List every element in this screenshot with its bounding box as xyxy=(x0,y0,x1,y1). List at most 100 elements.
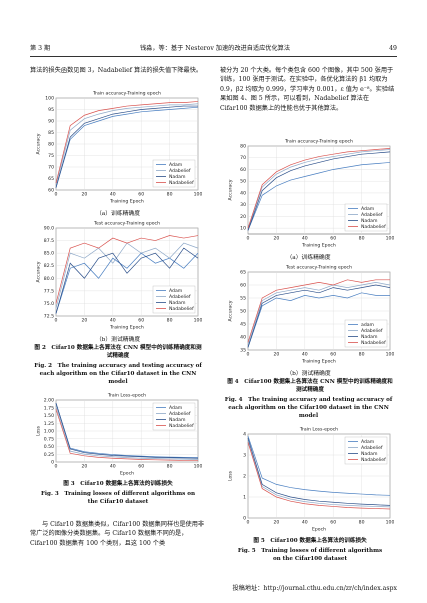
x-tick-label: 80 xyxy=(167,192,173,198)
x-axis-label: Training Epoch xyxy=(109,325,144,331)
x-tick-label: 100 xyxy=(194,318,202,324)
y-axis-label: Accuracy xyxy=(36,133,42,154)
series-line xyxy=(247,438,391,506)
y-tick-label: 75.0 xyxy=(44,301,54,307)
series-line xyxy=(55,101,199,184)
legend-label: Adam xyxy=(169,288,183,294)
y-tick-label: 35 xyxy=(240,348,246,354)
y-tick-label: 70 xyxy=(48,165,54,171)
series-line xyxy=(55,406,199,460)
y-tick-label: 65 xyxy=(48,176,54,182)
y-tick-label: 50 xyxy=(240,309,246,315)
x-tick-label: 0 xyxy=(55,464,58,470)
caption-cn: 图 5 Cifar100 数据集上各算法的训练损失 xyxy=(253,538,367,544)
x-tick-label: 100 xyxy=(386,236,394,242)
x-tick-label: 0 xyxy=(55,192,58,198)
series-line xyxy=(247,148,391,229)
chart-title: Test accuracy-Training epoch xyxy=(93,221,160,227)
caption-en: Fig. 5 Training losses of different algo… xyxy=(237,548,383,562)
series-line xyxy=(247,279,390,343)
legend-label: Nadam xyxy=(361,451,378,457)
chart-title: Test accuracy-Training epoch xyxy=(285,265,352,271)
chart: Test accuracy-Training epoch 35 40 45 50 55 60… xyxy=(228,265,395,365)
y-tick-label: 0 xyxy=(51,460,54,466)
y-tick-label: 1.00 xyxy=(44,429,54,435)
x-tick-label: 0 xyxy=(247,352,250,358)
x-tick-label: 100 xyxy=(386,352,394,358)
y-tick-label: 82.5 xyxy=(44,263,54,269)
x-axis-label: Training Epoch xyxy=(301,359,336,365)
x-tick-label: 80 xyxy=(167,464,173,470)
x-tick-label: 80 xyxy=(359,352,365,358)
x-tick-label: 40 xyxy=(302,352,308,358)
x-tick-label: 20 xyxy=(273,352,279,358)
series-line xyxy=(55,105,198,188)
y-tick-label: 0.50 xyxy=(44,444,54,450)
series-line xyxy=(247,149,391,230)
y-tick-label: 30 xyxy=(240,202,246,208)
y-tick-label: 90.0 xyxy=(44,226,54,232)
chart: Train Loss-epoch00.250.500.751.001.251.5… xyxy=(36,393,203,477)
legend-label: Adam xyxy=(169,405,183,411)
y-tick-label: 0.75 xyxy=(44,436,54,442)
y-axis-label: Accuracy xyxy=(36,261,42,282)
y-tick-label: 45 xyxy=(240,322,246,328)
series-line xyxy=(55,402,199,459)
legend-label: Nadam xyxy=(169,300,186,306)
x-tick-label: 20 xyxy=(273,236,279,242)
y-tick-label: 60 xyxy=(240,167,246,173)
series-line xyxy=(247,151,391,231)
legend-label: Nadam xyxy=(361,218,378,224)
y-tick-label: 60 xyxy=(48,188,54,194)
series-line xyxy=(55,247,199,314)
subcaption: （a）训练精确度 xyxy=(286,255,331,261)
chart-title: Train Loss-epoch xyxy=(299,427,338,433)
y-tick-label: 65 xyxy=(240,270,246,276)
x-tick-label: 20 xyxy=(81,318,87,324)
y-tick-label: 1.75 xyxy=(44,405,54,411)
page-number: 49 xyxy=(389,45,397,52)
series-line xyxy=(247,440,391,508)
legend-label: Adabelief xyxy=(361,445,383,451)
legend-label: Nadabelief xyxy=(169,306,194,312)
caption-en: Fig. 3 Training losses of different algo… xyxy=(40,491,196,505)
x-tick-label: 0 xyxy=(247,520,250,526)
legend-label: Nadabelief xyxy=(361,224,386,230)
subcaption: （a）训练精确度 xyxy=(95,211,141,217)
series-line xyxy=(55,402,199,459)
y-tick-label: 40 xyxy=(240,335,246,341)
legend-label: Adabelief xyxy=(361,212,383,218)
x-tick-label: 80 xyxy=(167,318,173,324)
series-line xyxy=(55,235,199,304)
chart-title: Train accuracy-Training epoch xyxy=(284,139,353,145)
y-tick-label: 70 xyxy=(240,155,246,161)
chart: Test accuracy-Training epoch 72.5 75.0 77.5… xyxy=(36,221,203,331)
x-tick-label: 40 xyxy=(110,192,116,198)
y-tick-label: 100 xyxy=(45,96,54,102)
y-tick-label: 1.25 xyxy=(44,421,54,427)
y-tick-label: 40 xyxy=(240,190,246,196)
legend-label: Adabelief xyxy=(169,168,191,174)
y-axis-label: Accuracy xyxy=(228,300,234,321)
y-axis-label: Loss xyxy=(36,425,42,436)
series-line xyxy=(247,162,391,231)
x-tick-label: 20 xyxy=(81,464,87,470)
caption-cn: 图 4 Cifar100 数据集上各算法在 CNN 模型中的训练精确度和测试精确… xyxy=(227,379,393,393)
y-tick-label: 87.5 xyxy=(44,238,54,244)
y-tick-label: 10 xyxy=(240,226,246,232)
legend-label: Adabelief xyxy=(361,328,383,334)
series-line xyxy=(247,292,390,348)
running-title: 钱淼，等：基于 Nesterov 加速的改进自适应优化算法 xyxy=(139,45,291,52)
chart: Train accuracy-Training epoch 60 65 70 75 80 8… xyxy=(36,91,203,205)
y-tick-label: 75 xyxy=(48,153,54,159)
legend-label: Nadam xyxy=(169,417,186,423)
y-tick-label: 0.25 xyxy=(44,452,54,458)
x-tick-label: 40 xyxy=(302,236,308,242)
y-tick-label: 95 xyxy=(48,107,54,113)
body-text: 算法的损失函数见图 3，Nadabelief 算法的损失值下降最快。 xyxy=(30,67,203,74)
y-tick-label: 55 xyxy=(240,296,246,302)
legend-label: Nadam xyxy=(361,334,378,340)
x-tick-label: 60 xyxy=(330,352,336,358)
issue: 第 3 期 xyxy=(30,45,51,52)
x-tick-label: 0 xyxy=(55,318,58,324)
